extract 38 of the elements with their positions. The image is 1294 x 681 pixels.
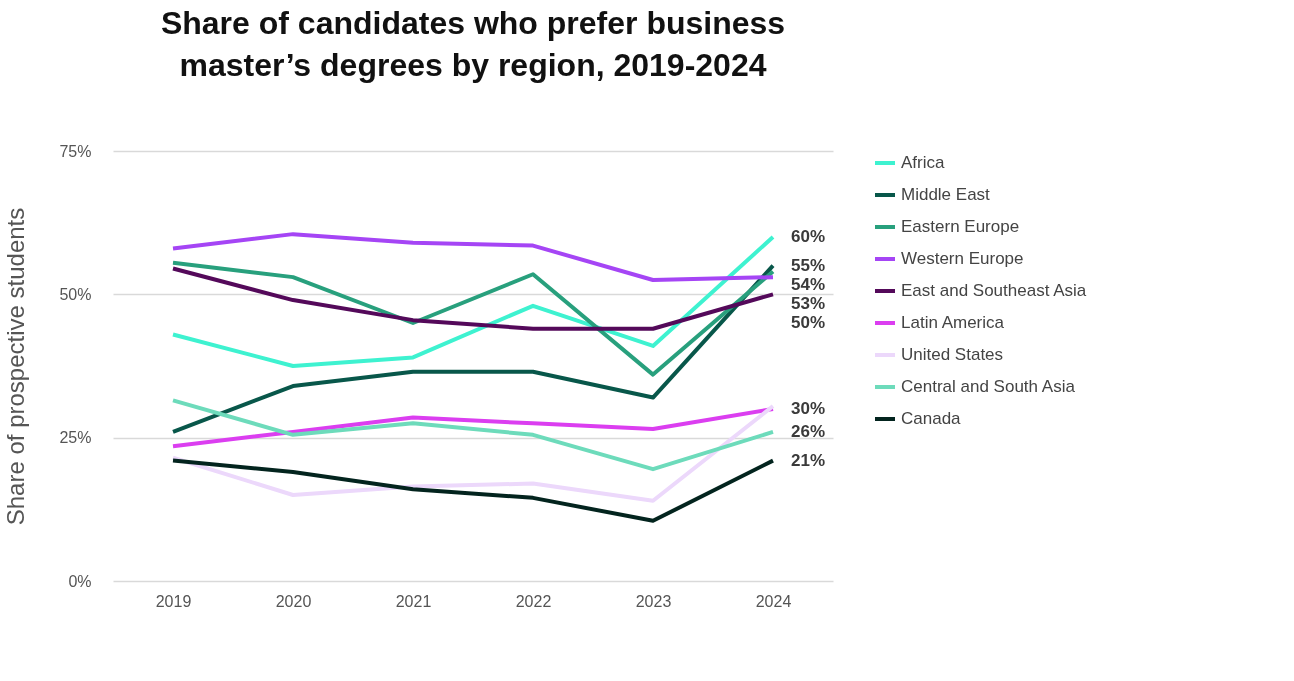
y-tick-label: 50%	[59, 285, 92, 303]
legend-label: Middle East	[901, 185, 991, 204]
line-series	[171, 404, 775, 503]
data-label: 50%	[791, 312, 826, 332]
y-tick-label: 0%	[68, 572, 92, 590]
line-series	[171, 407, 775, 449]
data-label: 30%	[791, 399, 826, 418]
legend-label: Central and South Asia	[901, 377, 1076, 396]
data-label: 55%	[791, 255, 826, 275]
data-label: 53%	[791, 293, 826, 313]
x-tick-label: 2024	[755, 592, 792, 610]
y-tick-label: 25%	[59, 429, 92, 447]
line-series	[171, 398, 775, 472]
y-tick-label: 75%	[59, 142, 92, 160]
legend-label: Latin America	[901, 313, 1005, 332]
legend-label: Canada	[901, 409, 962, 428]
chart-title: Share of candidates who prefer business master’s degrees by region, 2019-2024	[160, 5, 786, 83]
x-tick-label: 2020	[275, 592, 312, 610]
line-series	[171, 260, 775, 377]
legend-label: East and Southeast Asia	[901, 281, 1087, 300]
line-series	[171, 458, 775, 523]
data-label: 21%	[791, 450, 826, 470]
legend-label: Africa	[901, 153, 945, 172]
x-tick-label: 2019	[155, 592, 192, 610]
data-label: 60%	[791, 227, 826, 246]
data-label: 26%	[791, 421, 826, 441]
legend-label: Western Europe	[901, 249, 1024, 268]
line-series	[171, 263, 775, 434]
x-tick-label: 2023	[635, 592, 672, 610]
line-series	[171, 266, 775, 331]
x-tick-label: 2021	[395, 592, 432, 610]
line-series	[171, 232, 775, 282]
line-series	[171, 235, 775, 368]
legend-label: Eastern Europe	[901, 217, 1020, 236]
x-tick-label: 2022	[515, 592, 552, 610]
data-label: 54%	[791, 274, 826, 294]
y-axis-title: Share of prospective students	[2, 207, 30, 526]
legend-label: United States	[901, 345, 1004, 364]
